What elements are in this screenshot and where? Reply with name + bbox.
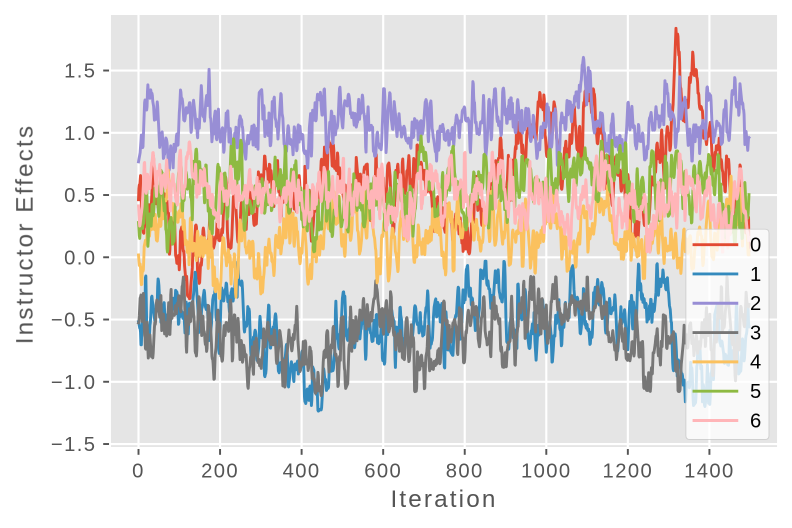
- svg-text:3: 3: [750, 322, 763, 344]
- svg-text:Instructor Effects: Instructor Effects: [12, 124, 39, 344]
- svg-text:2: 2: [750, 293, 763, 315]
- svg-text:6: 6: [750, 410, 763, 432]
- svg-text:400: 400: [283, 460, 321, 482]
- svg-text:1200: 1200: [603, 460, 654, 482]
- svg-text:−0.5: −0.5: [51, 310, 97, 332]
- svg-text:600: 600: [364, 460, 402, 482]
- svg-text:−1.0: −1.0: [51, 372, 97, 394]
- svg-text:1000: 1000: [521, 460, 572, 482]
- svg-text:Iteration: Iteration: [390, 486, 497, 513]
- svg-text:0.0: 0.0: [64, 247, 96, 269]
- svg-text:0: 0: [132, 460, 145, 482]
- svg-text:0.5: 0.5: [64, 185, 96, 207]
- svg-text:1: 1: [750, 264, 763, 286]
- svg-text:1.5: 1.5: [64, 61, 96, 83]
- svg-text:1400: 1400: [684, 460, 735, 482]
- svg-text:200: 200: [201, 460, 239, 482]
- svg-text:800: 800: [446, 460, 484, 482]
- svg-text:4: 4: [750, 352, 763, 374]
- svg-text:−1.5: −1.5: [51, 434, 97, 456]
- svg-text:0: 0: [750, 234, 763, 256]
- svg-text:5: 5: [750, 381, 763, 403]
- svg-text:1.0: 1.0: [64, 123, 96, 145]
